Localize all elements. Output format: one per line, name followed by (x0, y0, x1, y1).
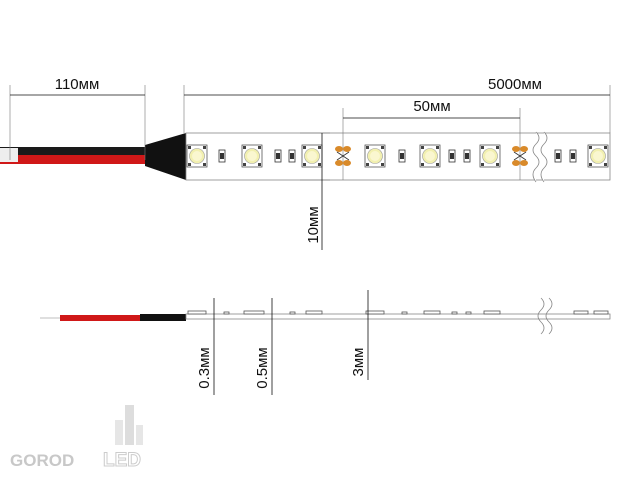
side-led (365, 310, 385, 315)
side-resistor (451, 311, 458, 315)
side-led (483, 310, 501, 315)
dimension-label: 3мм (350, 348, 367, 377)
side-resistor (465, 311, 472, 315)
side-led (423, 310, 441, 315)
resistor (554, 149, 562, 163)
logo: GOROD LED (10, 405, 143, 472)
side-resistor (401, 311, 408, 315)
dimension-label: 0.3мм (196, 347, 213, 388)
resistor (218, 149, 226, 163)
side-components (187, 310, 609, 315)
side-view (40, 297, 611, 335)
led (419, 144, 441, 168)
resistor (463, 149, 471, 163)
dimension-label: 0.5мм (254, 347, 271, 388)
side-led (593, 310, 609, 315)
dimension-label: 5000мм (488, 76, 542, 93)
wires-top (0, 133, 186, 180)
dimension-label: 50мм (413, 98, 450, 115)
led (364, 144, 386, 168)
resistor (448, 149, 456, 163)
dimension-label: 10мм (305, 206, 322, 243)
dimension-lines (9, 85, 611, 250)
side-resistor (223, 311, 230, 315)
side-led (187, 310, 207, 315)
side-dimension-lines (213, 290, 369, 395)
side-led (573, 310, 589, 315)
resistor (569, 149, 577, 163)
side-led (243, 310, 265, 315)
side-led (305, 310, 323, 315)
led (186, 144, 208, 168)
logo-text: GOROD (10, 451, 74, 470)
dimension-label: 110мм (55, 76, 100, 93)
led (301, 144, 323, 168)
led (587, 144, 609, 168)
led (241, 144, 263, 168)
side-resistor (289, 311, 296, 315)
led (479, 144, 501, 168)
resistor (288, 149, 296, 163)
resistor (274, 149, 282, 163)
logo-text: LED (103, 450, 141, 471)
resistor (398, 149, 406, 163)
